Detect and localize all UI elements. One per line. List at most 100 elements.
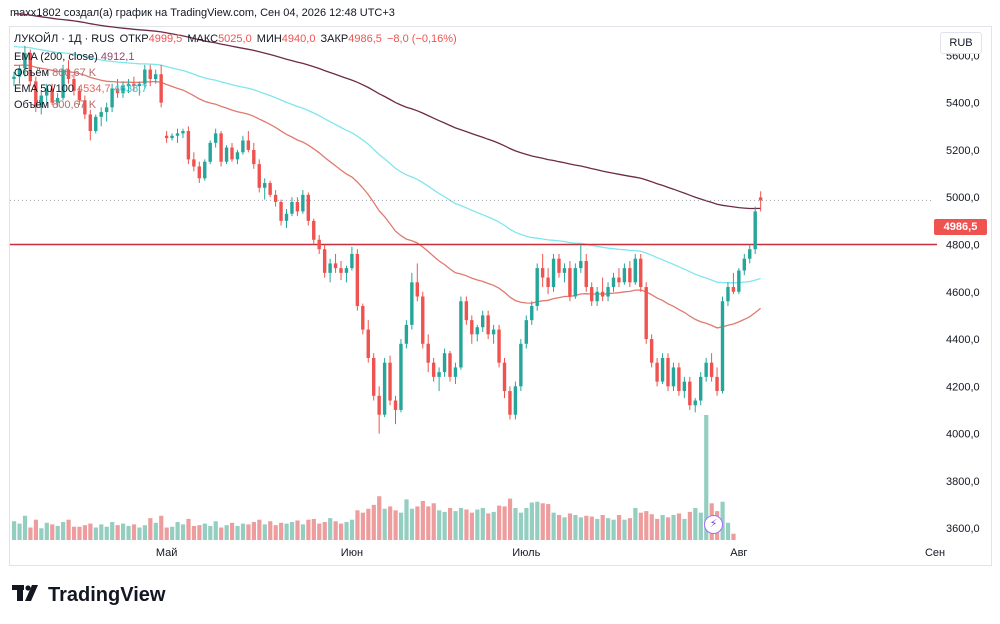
ema100-value: 4638,7 [113, 83, 148, 95]
volume-bar [622, 519, 627, 540]
volume-bar [349, 519, 355, 540]
volume-bar [682, 518, 687, 540]
volume-bar [497, 505, 502, 540]
candle-body [72, 79, 76, 91]
volume-bar [687, 511, 692, 540]
volume-bar [557, 515, 562, 540]
tradingview-logo[interactable]: TradingView [12, 584, 165, 607]
candle-body [682, 381, 687, 392]
candle-body [530, 305, 534, 321]
candle-body [213, 133, 218, 143]
legend-high-value: 5025,0 [218, 33, 252, 45]
volume-bar [551, 512, 556, 540]
candle-body [235, 152, 240, 160]
candle-body [290, 201, 294, 214]
candle-body [94, 116, 98, 132]
legend-ema50-100[interactable]: EMA 50/100 4534,7 4638,7 [14, 83, 147, 95]
candle-body [241, 140, 245, 153]
volume-bar [448, 507, 453, 540]
volume-bar [28, 527, 33, 540]
candle-body [377, 395, 381, 415]
volume-bar [666, 517, 671, 540]
candle-body [709, 362, 714, 377]
volume-bar [540, 503, 545, 540]
candle-body [497, 329, 501, 363]
axes: 3600,0 3800,0 4000,0 4200,0 4400,0 4600,0 4800… [156, 50, 980, 559]
candle-body [154, 74, 158, 80]
candle-body [66, 69, 71, 80]
ema50-value: 4534,7 [77, 83, 111, 95]
candle-body [579, 261, 583, 269]
y-tick-label: 5000,0 [946, 192, 980, 204]
volume-bar [366, 508, 371, 540]
volume-bar [333, 521, 338, 540]
candle-body [388, 362, 392, 401]
candle-body [655, 362, 659, 382]
volume-bar [524, 507, 529, 540]
candles [12, 45, 763, 434]
candle-body [437, 372, 441, 377]
candle-body [17, 68, 22, 77]
candle-body [115, 88, 120, 94]
ema200-line [13, 12, 761, 210]
y-tick-label: 3800,0 [946, 476, 980, 488]
volume-bar [219, 527, 224, 540]
volume-bar [300, 524, 306, 540]
lightning-icon[interactable]: ⚡ [704, 515, 723, 534]
candle-body [513, 386, 518, 415]
candle-body [181, 131, 185, 134]
ema100-line [13, 45, 761, 284]
volume-bar [567, 513, 573, 540]
volume-bar [262, 524, 267, 540]
candle-body [693, 400, 697, 406]
legend-volume[interactable]: Объём 800,67 K [14, 67, 96, 79]
candle-body [355, 253, 360, 306]
candle-body [410, 282, 414, 325]
candle-body [203, 161, 207, 179]
volume-bar [502, 506, 507, 540]
legend-volume-2[interactable]: Объём 800,67 K [14, 99, 96, 111]
volume-bar [649, 514, 654, 540]
volume-bar [213, 521, 218, 540]
candle-body [99, 112, 103, 117]
candle-body [453, 367, 458, 377]
volume-bar [306, 519, 311, 540]
volume-bar [573, 515, 578, 540]
y-tick-label: 4000,0 [946, 429, 980, 441]
volume-bar [110, 522, 115, 540]
volume-bar [437, 510, 442, 540]
x-tick-label: Июль [512, 547, 540, 559]
volume-bar [273, 525, 278, 540]
candle-body [104, 107, 109, 113]
ema200-value: 4912,1 [100, 51, 135, 63]
candle-body [252, 149, 256, 165]
volume-bar [644, 511, 649, 540]
volume-bar [121, 523, 126, 540]
volume-bar [453, 511, 458, 540]
currency-button[interactable]: RUB [940, 32, 982, 54]
candle-body [339, 268, 343, 273]
candle-body [55, 97, 60, 103]
candle-body [404, 324, 409, 344]
volume-bar [230, 522, 235, 540]
y-tick-label: 4600,0 [946, 287, 980, 299]
candle-body [197, 166, 201, 179]
volume-bar [606, 518, 611, 540]
candle-body [306, 194, 310, 221]
candle-body [573, 268, 578, 297]
candle-body [442, 353, 447, 373]
candle-body [737, 270, 741, 292]
candle-body [677, 367, 681, 392]
volume-bar [17, 523, 22, 540]
candle-body [88, 114, 92, 132]
legend-low-label: МИН [256, 33, 282, 45]
candle-body [639, 258, 643, 288]
volume2-value: 800,67 K [52, 99, 97, 111]
volume-bar [33, 519, 38, 540]
volume-bar [627, 518, 633, 540]
volume-bar [486, 513, 491, 540]
candle-body [28, 53, 33, 82]
legend-ema200[interactable]: EMA (200, close) 4912,1 [14, 51, 134, 63]
candle-body [431, 362, 436, 377]
